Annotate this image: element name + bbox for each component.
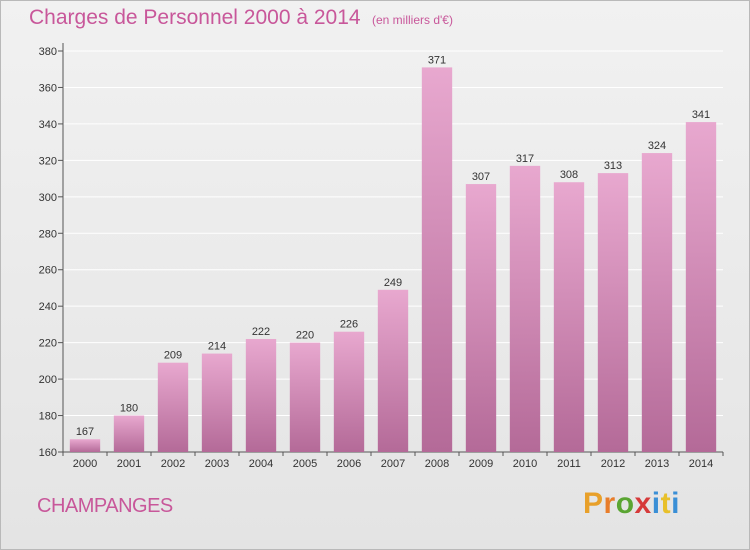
bar — [465, 184, 497, 453]
x-tick-label: 2006 — [337, 458, 361, 470]
data-label: 317 — [516, 153, 534, 165]
brand-letter: P — [583, 487, 604, 520]
bar — [333, 331, 365, 452]
chart-title: Charges de Personnel 2000 à 2014 — [29, 6, 361, 29]
x-tick-label: 2011 — [557, 458, 581, 470]
data-label: 324 — [648, 140, 666, 152]
data-label: 167 — [76, 426, 94, 438]
x-tick-label: 2003 — [205, 458, 229, 470]
data-label: 307 — [472, 171, 490, 183]
data-label: 226 — [340, 319, 358, 331]
y-tick-label: 180 — [39, 411, 57, 423]
y-tick-label: 360 — [39, 82, 57, 94]
data-label: 308 — [560, 169, 578, 181]
y-tick-label: 340 — [39, 119, 57, 131]
data-label: 220 — [296, 330, 314, 342]
brand-letter: x — [634, 487, 652, 520]
y-tick-label: 300 — [39, 192, 57, 204]
y-tick-label: 160 — [39, 447, 57, 459]
x-tick-label: 2012 — [601, 458, 625, 470]
bar — [289, 342, 321, 452]
bar — [597, 173, 629, 452]
data-label: 209 — [164, 350, 182, 362]
place-name: CHAMPANGES — [37, 495, 173, 517]
data-label: 341 — [692, 109, 710, 121]
x-tick-label: 2004 — [249, 458, 273, 470]
data-label: 222 — [252, 326, 270, 338]
x-tick-label: 2005 — [293, 458, 317, 470]
data-label: 180 — [120, 403, 138, 415]
y-tick-label: 240 — [39, 301, 57, 313]
bar — [509, 165, 541, 452]
brand-letter: r — [603, 487, 616, 520]
data-labels: 167 180 209 214 222 220 226 249 371 307 317 308 313 3… — [76, 54, 710, 438]
bar — [245, 338, 277, 452]
bar — [685, 122, 717, 452]
y-tick-label: 380 — [39, 46, 57, 58]
data-label: 313 — [604, 160, 622, 172]
y-tick-label: 280 — [39, 228, 57, 240]
x-tick-label: 2007 — [381, 458, 405, 470]
y-tick-label: 260 — [39, 265, 57, 277]
brand-letter: o — [615, 487, 635, 520]
chart-subtitle: (en milliers d'€) — [372, 13, 453, 27]
x-tick-labels: 2000 2001 2002 2003 2004 2005 2006 2007 2008 2009… — [73, 458, 713, 470]
x-tick-label: 2013 — [645, 458, 669, 470]
bar — [157, 362, 189, 452]
bar — [69, 439, 101, 452]
x-tick-label: 2008 — [425, 458, 449, 470]
bar — [113, 415, 145, 452]
bar — [421, 67, 453, 453]
bar — [641, 153, 673, 452]
y-tick-label: 200 — [39, 374, 57, 386]
brand-logo: Proxiti — [583, 487, 680, 521]
y-tick-label: 320 — [39, 155, 57, 167]
bar — [201, 353, 233, 452]
x-tick-label: 2001 — [117, 458, 141, 470]
brand-letter: i — [651, 487, 661, 520]
brand-letter: t — [660, 487, 672, 520]
bar — [377, 289, 409, 452]
data-label: 214 — [208, 341, 226, 353]
bars — [69, 67, 717, 453]
x-tick-label: 2010 — [513, 458, 537, 470]
y-tick-labels: 160 180 200 220 240 260 280 300 320 340 360 380 — [39, 46, 57, 459]
y-tick-label: 220 — [39, 338, 57, 350]
bar — [553, 182, 585, 452]
x-tick-label: 2002 — [161, 458, 185, 470]
data-label: 371 — [428, 54, 446, 66]
data-label: 249 — [384, 277, 402, 289]
x-tick-label: 2014 — [689, 458, 713, 470]
brand-letter: i — [671, 487, 680, 520]
x-tick-label: 2009 — [469, 458, 493, 470]
x-tick-label: 2000 — [73, 458, 97, 470]
